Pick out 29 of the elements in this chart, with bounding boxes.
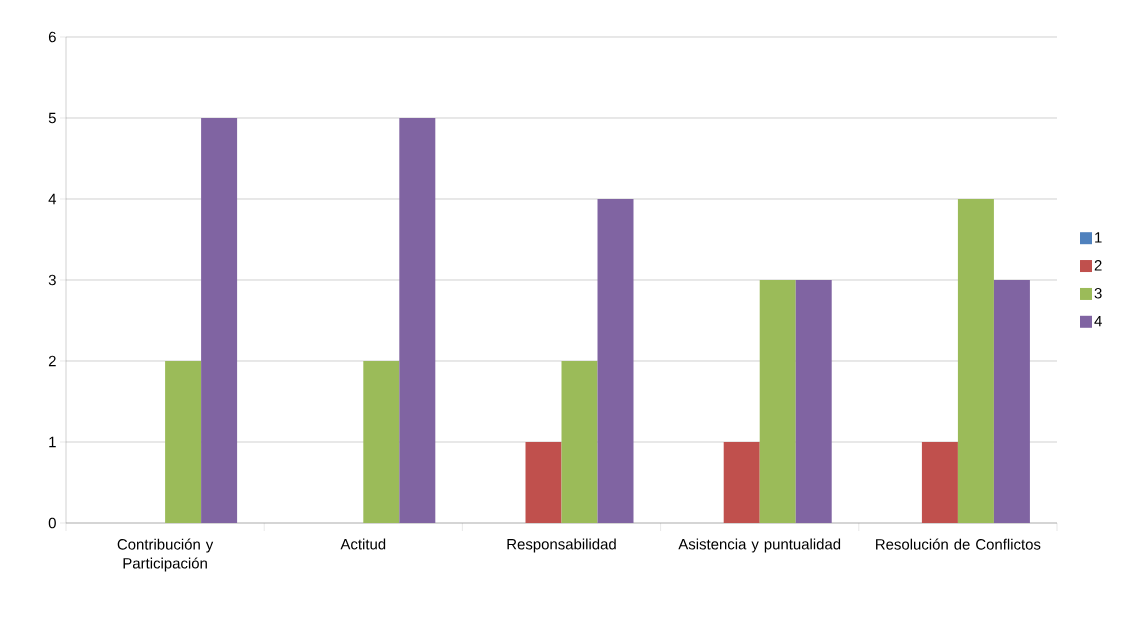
legend-label: 2 (1094, 260, 1102, 271)
bar (597, 199, 634, 523)
legend-label: 4 (1094, 315, 1102, 327)
y-tick-label: 0 (48, 517, 56, 529)
bar (795, 280, 832, 523)
bar (957, 199, 994, 523)
bar (165, 361, 202, 523)
bar (201, 118, 238, 523)
x-tick-label: Resolución de Conflictos (876, 538, 1041, 550)
bar (363, 361, 400, 523)
bar (759, 280, 796, 523)
y-tick-label: 5 (48, 112, 56, 124)
bar (723, 442, 760, 523)
y-tick-label: 3 (48, 274, 56, 286)
bar (561, 361, 598, 523)
y-tick-label: 1 (49, 436, 56, 448)
y-tick-label: 2 (48, 355, 56, 367)
legend-label: 3 (1094, 287, 1102, 299)
bar (399, 118, 436, 523)
x-tick-label: Contribución y Participación (117, 538, 214, 572)
y-tick-label: 6 (48, 31, 56, 43)
bar (921, 442, 958, 523)
bar (525, 442, 562, 523)
bar (993, 280, 1030, 523)
x-tick-label: Asistencia y puntualidad (678, 538, 841, 553)
x-tick-label: Responsabilidad (507, 538, 616, 553)
legend-label: 1 (1095, 232, 1102, 243)
x-tick-label: Actitud (340, 538, 386, 550)
y-tick-label: 4 (48, 193, 57, 205)
